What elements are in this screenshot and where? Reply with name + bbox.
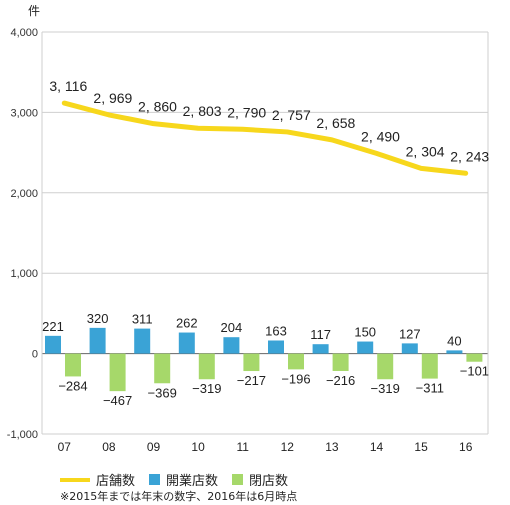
closing-bar-11 <box>243 353 260 372</box>
store-count-label-07: 3, 116 <box>49 78 87 94</box>
opening-label-08: 320 <box>87 311 109 326</box>
store-count-label-08: 2, 969 <box>93 90 132 106</box>
x-tick-label-13: 13 <box>325 440 339 454</box>
opening-bar-16 <box>446 350 463 354</box>
opening-label-10: 262 <box>176 316 198 331</box>
combo-chart: -1,000 0 1,000 2,000 3,000 4,000 221 −284 320 −4… <box>7 27 490 454</box>
store-count-label-11: 2, 790 <box>227 104 266 120</box>
store-count-polyline <box>61 100 469 176</box>
legend-label-closings: 閉店数 <box>249 474 289 489</box>
closing-bar-10 <box>198 353 215 380</box>
legend: 店舗数 開業店数 閉店数 <box>60 470 302 489</box>
opening-label-14: 150 <box>354 325 376 340</box>
closing-bar-16 <box>466 353 483 362</box>
closing-bar-08 <box>109 353 126 392</box>
closing-bar-09 <box>154 353 171 384</box>
closing-label-15: −311 <box>416 381 444 396</box>
opening-label-07: 221 <box>42 319 64 334</box>
legend-item-closings: 閉店数 <box>232 470 288 489</box>
x-tick-label-14: 14 <box>370 440 384 454</box>
x-tick-label-08: 08 <box>102 440 116 454</box>
legend-item-openings: 開業店数 <box>149 470 218 489</box>
store-count-label-15: 2, 304 <box>406 143 445 159</box>
closing-bar-12 <box>288 353 304 370</box>
y-tick-label-2: 1,000 <box>10 268 38 280</box>
opening-bar-15 <box>401 343 418 354</box>
x-tick-label-16: 16 <box>459 440 473 454</box>
opening-label-16: 40 <box>447 333 461 348</box>
closing-label-16: −101 <box>460 364 489 379</box>
closing-bar-14 <box>377 353 394 380</box>
store-count-label-12: 2, 757 <box>272 107 311 123</box>
closing-label-10: −319 <box>192 381 221 396</box>
opening-label-11: 204 <box>221 320 243 335</box>
legend-label-stores: 店舗数 <box>96 474 136 489</box>
opening-label-13: 117 <box>310 327 331 342</box>
closing-label-12: −196 <box>281 371 310 386</box>
store-count-label-09: 2, 860 <box>138 99 177 115</box>
bars <box>45 327 483 392</box>
opening-bar-12 <box>268 340 284 354</box>
opening-bar-13 <box>312 344 329 354</box>
closing-label-07: −284 <box>58 378 87 393</box>
closing-bar-07 <box>65 353 81 377</box>
closing-label-09: −369 <box>148 385 177 400</box>
closing-bar-15 <box>421 353 438 379</box>
opening-label-12: 163 <box>265 323 287 338</box>
x-tick-label-15: 15 <box>414 440 428 454</box>
closing-bar-13 <box>332 353 349 371</box>
closing-label-14: −319 <box>371 381 400 396</box>
closing-label-11: −217 <box>237 373 266 388</box>
x-tick-label-12: 12 <box>281 440 295 454</box>
y-tick-label-3: 2,000 <box>10 188 38 200</box>
y-tick-label-1: 0 <box>32 349 38 361</box>
opening-label-09: 311 <box>132 312 153 327</box>
opening-bar-07 <box>45 335 61 354</box>
store-count-label-14: 2, 490 <box>361 128 400 144</box>
store-count-label-10: 2, 803 <box>183 103 222 119</box>
x-axis-labels: 07 08 09 10 11 12 13 14 15 16 <box>58 440 473 454</box>
opening-bar-14 <box>357 341 374 354</box>
legend-label-openings: 開業店数 <box>166 474 219 489</box>
legend-swatch-closings <box>232 474 244 485</box>
y-tick-label-0: -1,000 <box>7 429 38 441</box>
opening-bar-08 <box>89 327 106 354</box>
y-axis-labels: -1,000 0 1,000 2,000 3,000 4,000 <box>7 27 38 441</box>
closing-label-13: −216 <box>326 373 355 388</box>
opening-bar-09 <box>134 328 151 354</box>
x-tick-label-10: 10 <box>191 440 205 454</box>
store-count-line <box>61 100 469 176</box>
x-tick-label-11: 11 <box>236 440 249 454</box>
x-tick-label-09: 09 <box>147 440 161 454</box>
opening-bar-11 <box>223 337 240 354</box>
legend-item-stores: 店舗数 <box>60 470 135 489</box>
legend-swatch-openings <box>149 474 161 485</box>
x-tick-label-07: 07 <box>58 440 72 454</box>
data-labels: 221 −284 320 −467 311 −369 262 −319 204 −217 163 −1… <box>42 78 489 408</box>
store-count-label-13: 2, 658 <box>316 115 355 131</box>
opening-label-15: 127 <box>399 326 421 341</box>
closing-label-08: −467 <box>103 393 132 408</box>
y-tick-label-4: 3,000 <box>10 107 38 119</box>
unit-label: 件 <box>28 4 41 18</box>
store-count-label-16: 2, 243 <box>450 148 489 164</box>
legend-swatch-stores <box>60 477 90 482</box>
opening-bar-10 <box>178 332 195 354</box>
footnote: ※2015年までは年末の数字、2016年は6月時点 <box>60 490 298 503</box>
y-tick-label-5: 4,000 <box>10 27 38 39</box>
